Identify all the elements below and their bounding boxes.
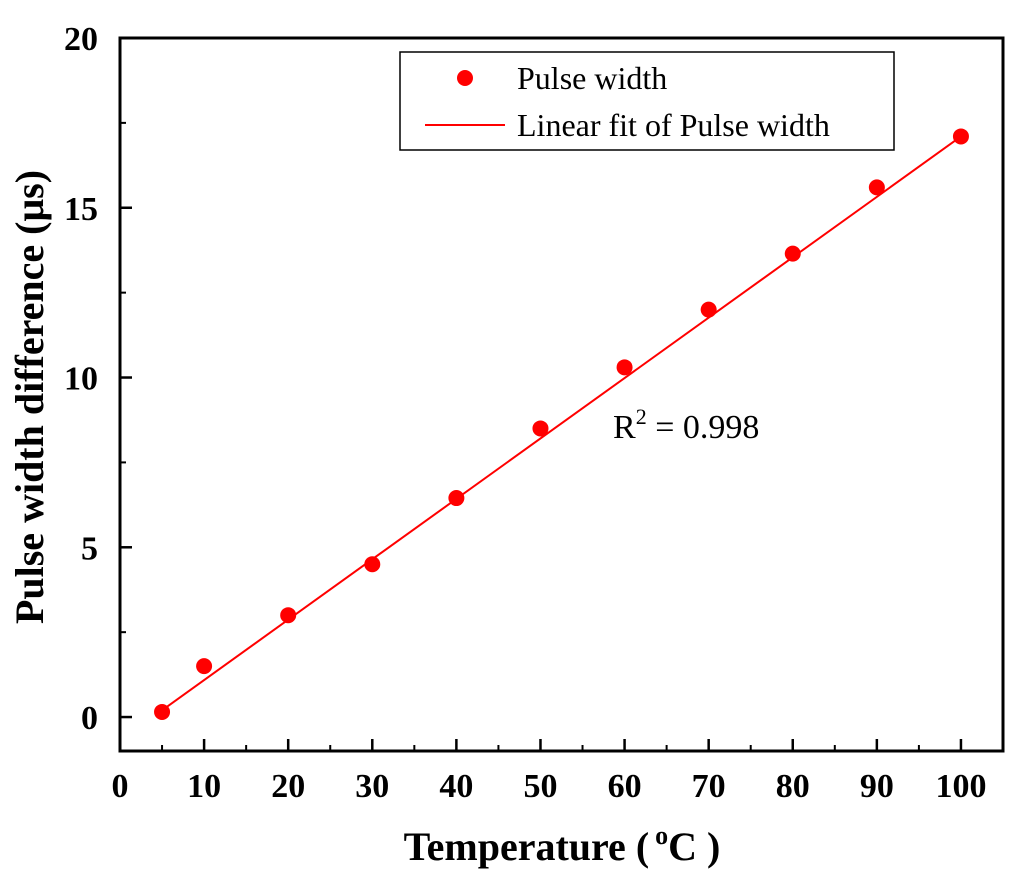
y-tick-label: 15 — [64, 191, 98, 228]
r-squared-value: = 0.998 — [647, 409, 760, 446]
legend-box — [399, 51, 895, 151]
legend-label-linear-fit: Linear fit of Pulse width — [517, 107, 830, 143]
y-tick-label: 5 — [81, 530, 98, 567]
y-axis-title: Pulse width difference (μs) — [7, 170, 52, 624]
x-axis-ticks: 0 10 20 30 40 50 60 70 80 90 100 — [112, 739, 986, 805]
plot-frame — [118, 36, 1005, 753]
data-point — [616, 359, 633, 376]
x-axis-title: Temperature (oC ) — [404, 821, 721, 869]
y-tick-label: 20 — [64, 21, 98, 58]
data-point — [448, 490, 465, 507]
linear-fit-line — [161, 135, 962, 712]
data-point — [364, 556, 381, 573]
fit-line-layer — [161, 135, 962, 712]
x-axis-title-sup: o — [655, 821, 668, 850]
data-point — [700, 301, 717, 318]
legend: Pulse width Linear fit of Pulse width — [399, 51, 895, 151]
x-tick-label: 10 — [187, 768, 221, 805]
data-point — [952, 128, 969, 145]
r-squared-base: R — [613, 409, 636, 446]
x-tick-label: 80 — [776, 768, 810, 805]
x-tick-label: 40 — [439, 768, 473, 805]
data-point — [154, 703, 171, 720]
data-point — [868, 179, 885, 196]
x-tick-label: 20 — [271, 768, 305, 805]
x-tick-label: 30 — [355, 768, 389, 805]
r-squared-annotation: R2 = 0.998 — [613, 404, 759, 446]
legend-label-pulse-width: Pulse width — [517, 60, 667, 96]
data-point — [784, 245, 801, 262]
x-axis-title-unit: C ) — [668, 824, 720, 869]
x-tick-label: 100 — [935, 768, 986, 805]
x-tick-label: 50 — [523, 768, 557, 805]
data-points — [154, 128, 969, 720]
x-tick-label: 90 — [860, 768, 894, 805]
x-axis-title-text: Temperature ( — [404, 824, 650, 869]
legend-marker-pulse-width — [457, 70, 473, 86]
y-tick-label: 10 — [64, 361, 98, 398]
y-tick-label: 0 — [81, 700, 98, 737]
data-point — [196, 658, 213, 675]
data-point — [280, 607, 297, 624]
x-tick-label: 0 — [112, 768, 129, 805]
x-tick-label: 60 — [608, 768, 642, 805]
x-tick-label: 70 — [692, 768, 726, 805]
r-squared-sup: 2 — [636, 404, 647, 429]
data-point — [532, 420, 549, 437]
y-axis-ticks: 0 5 10 15 20 — [64, 21, 132, 737]
